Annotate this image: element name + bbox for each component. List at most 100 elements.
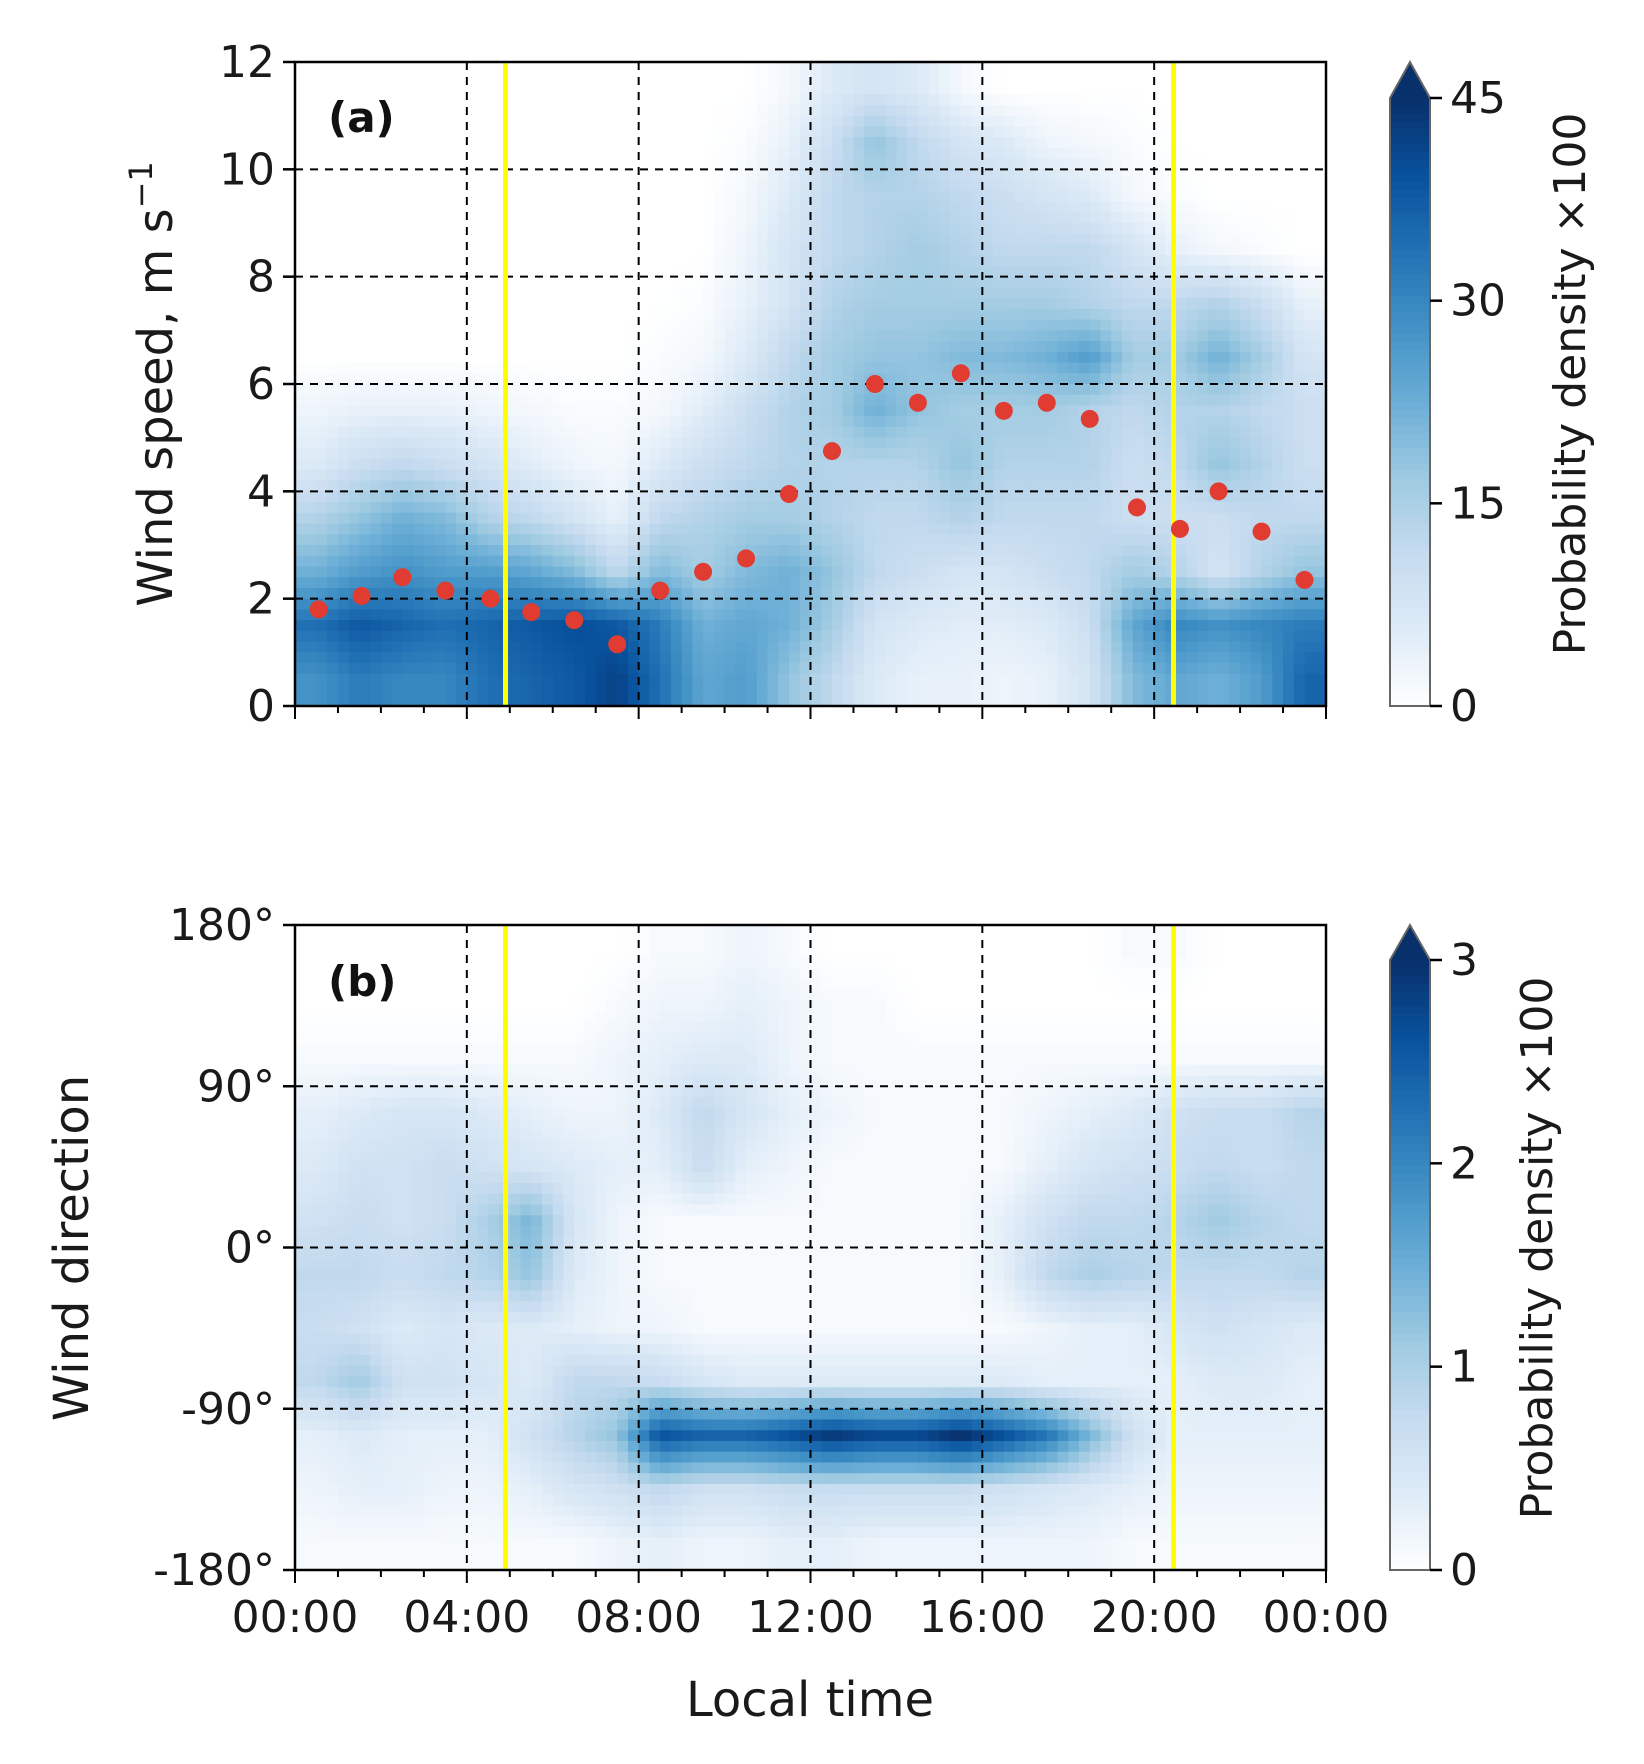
heatmap-cell: [703, 416, 715, 428]
heatmap-cell: [1164, 673, 1177, 686]
heatmap-cell: [746, 620, 758, 632]
heatmap-cell: [423, 523, 436, 535]
heatmap-cell: [520, 373, 532, 385]
heatmap-cell: [1111, 212, 1123, 224]
heatmap-cell: [606, 978, 618, 991]
heatmap-cell: [789, 437, 801, 449]
heatmap-cell: [939, 319, 951, 331]
heatmap-cell: [735, 137, 747, 149]
heatmap-cell: [885, 83, 898, 95]
heatmap-cell: [1315, 577, 1326, 589]
heatmap-cell: [295, 384, 307, 396]
heatmap-cell: [1068, 459, 1080, 471]
heatmap-cell: [584, 577, 597, 589]
heatmap-cell: [1111, 695, 1123, 706]
heatmap-cell: [1025, 319, 1037, 331]
heatmap-cell: [831, 265, 844, 278]
heatmap-cell: [670, 319, 683, 331]
heatmap-cell: [649, 523, 661, 535]
heatmap-cell: [1250, 534, 1263, 546]
heatmap-cell: [584, 362, 597, 374]
heatmap-cell: [531, 416, 543, 428]
heatmap-cell: [971, 512, 983, 525]
heatmap-cell: [724, 641, 736, 653]
heatmap-cell: [799, 957, 812, 969]
heatmap-cell: [1078, 190, 1091, 203]
heatmap-cell: [1240, 587, 1252, 600]
heatmap-cell: [649, 957, 661, 969]
heatmap-cell: [1164, 925, 1177, 937]
heatmap-cell: [993, 330, 1005, 342]
heatmap-cell: [767, 925, 779, 937]
heatmap-cell: [466, 523, 479, 535]
heatmap-cell: [885, 287, 898, 299]
heatmap-cell: [724, 394, 736, 407]
heatmap-cell: [348, 695, 361, 706]
colorbar-segment: [1390, 174, 1430, 183]
heatmap-cell: [445, 459, 457, 471]
heatmap-cell: [1025, 351, 1037, 364]
heatmap-cell: [1121, 491, 1134, 503]
heatmap-cell: [767, 555, 779, 568]
heatmap-cell: [1057, 126, 1069, 138]
heatmap-cell: [960, 72, 973, 85]
heatmap-cell: [767, 587, 779, 600]
heatmap-cell: [584, 641, 597, 653]
heatmap-cell: [885, 351, 898, 364]
heatmap-cell: [831, 437, 844, 449]
heatmap-cell: [1315, 684, 1326, 696]
heatmap-cell: [1175, 416, 1187, 428]
heatmap-cell: [305, 673, 318, 686]
heatmap-cell: [799, 416, 812, 428]
heatmap-cell: [917, 351, 930, 364]
heatmap-cell: [1175, 190, 1187, 203]
heatmap-cell: [821, 169, 833, 181]
heatmap-cell: [1250, 469, 1263, 482]
heatmap-cell: [617, 341, 629, 353]
heatmap-cell: [950, 115, 962, 127]
colorbar-segment: [1390, 318, 1430, 327]
heatmap-cell: [1186, 255, 1198, 267]
heatmap-cell: [1003, 244, 1016, 256]
heatmap-cell: [1186, 362, 1198, 374]
heatmap-cell: [1186, 978, 1198, 991]
heatmap-cell: [1025, 416, 1037, 428]
heatmap-cell: [1283, 663, 1295, 675]
heatmap-cell: [1240, 684, 1252, 696]
heatmap-cell: [1036, 319, 1048, 331]
heatmap-cell: [1143, 426, 1155, 439]
heatmap-cell: [1272, 469, 1284, 482]
heatmap-cell: [1283, 426, 1295, 439]
heatmap-cell: [606, 502, 618, 514]
colorbar-segment: [1390, 98, 1430, 107]
heatmap-cell: [864, 126, 876, 138]
heatmap-cell: [842, 684, 855, 696]
heatmap-cell: [853, 459, 865, 471]
heatmap-cell: [853, 72, 865, 85]
heatmap-cell: [380, 502, 393, 514]
heatmap-cell: [1250, 641, 1263, 653]
heatmap-cell: [874, 276, 887, 288]
heatmap-cell: [337, 620, 350, 632]
heatmap-cell: [703, 459, 715, 471]
heatmap-cell: [724, 587, 736, 600]
heatmap-cell: [477, 523, 489, 535]
heatmap-cell: [896, 566, 908, 578]
heatmap-cell: [1025, 201, 1037, 213]
mean-wind-speed-point: [1252, 522, 1271, 541]
heatmap-cell: [1164, 362, 1177, 374]
heatmap-cell: [1111, 925, 1123, 937]
heatmap-cell: [606, 416, 618, 428]
heatmap-cell: [1283, 341, 1295, 353]
heatmap-cell: [874, 308, 887, 321]
heatmap-cell: [885, 1000, 898, 1012]
heatmap-cell: [1132, 126, 1145, 138]
heatmap-cell: [1164, 555, 1177, 568]
heatmap-cell: [821, 491, 833, 503]
heatmap-cell: [896, 641, 908, 653]
heatmap-cell: [1025, 330, 1037, 342]
heatmap-cell: [1068, 469, 1080, 482]
heatmap-cell: [810, 308, 822, 321]
heatmap-cell: [488, 684, 500, 696]
heatmap-cell: [885, 426, 898, 439]
